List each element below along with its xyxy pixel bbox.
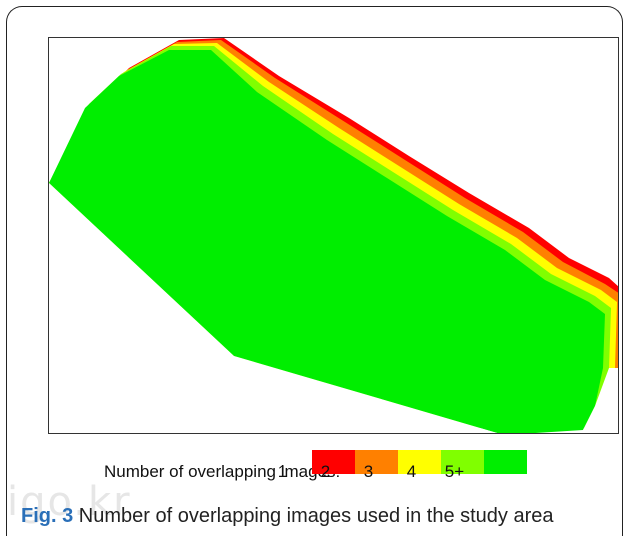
overlap-map-svg (49, 38, 618, 433)
overlap-map (48, 37, 619, 434)
overlap-zone-5plus (49, 50, 605, 433)
map-background-cutout (49, 183, 498, 433)
figure-caption: Fig. 3 Number of overlapping images used… (21, 505, 554, 528)
watermark: igo.kr (7, 479, 132, 525)
legend-label-5plus: 5+ (444, 462, 465, 481)
legend-label-2: 2 (320, 462, 331, 481)
legend-title: Number of overlapping images: (104, 462, 341, 481)
legend-swatch-5plus (484, 450, 527, 474)
legend-swatch-4 (441, 450, 484, 474)
legend-label-3: 3 (363, 462, 374, 481)
figure-card: Number of overlapping images: 1 2 3 4 5+… (6, 6, 623, 536)
figure-caption-text: Number of overlapping images used in the… (73, 505, 554, 527)
legend-label-4: 4 (406, 462, 417, 481)
figure-label: Fig. 3 (21, 505, 74, 527)
legend-swatch-1 (312, 450, 355, 474)
legend-label-1: 1 (277, 462, 288, 481)
legend-swatch-3 (398, 450, 441, 474)
legend-swatch-2 (355, 450, 398, 474)
map-background-cutout-right (583, 368, 618, 433)
